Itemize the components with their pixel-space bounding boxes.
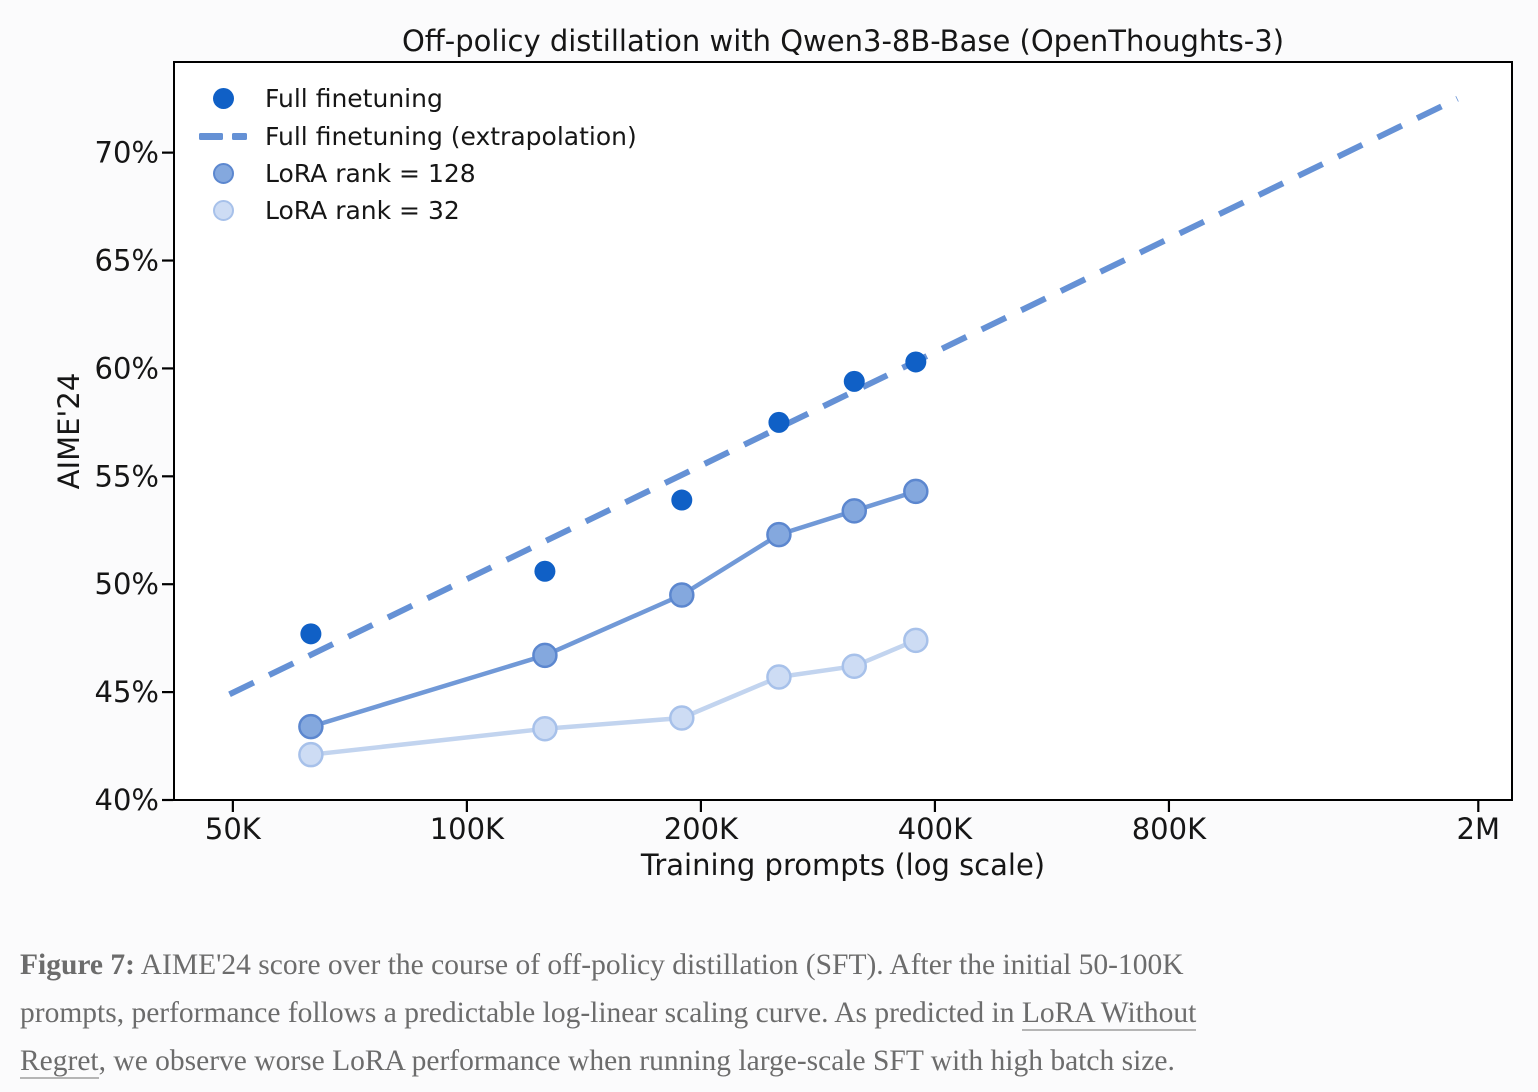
series-lora-32-marker <box>298 741 324 768</box>
x-tick-label: 800K <box>1132 812 1207 846</box>
series-lora-128-marker <box>903 478 929 505</box>
dashed-line-icon <box>199 132 247 140</box>
series-full-extrapolation-line <box>228 96 1459 697</box>
series-lora-32-marker <box>766 664 792 690</box>
figure-caption: Figure 7: AIME'24 score over the course … <box>20 941 1525 1085</box>
circle-marker-icon <box>212 162 234 184</box>
y-tick-label: 65% <box>95 244 159 278</box>
series-full-marker <box>534 560 556 582</box>
circle-marker-icon <box>212 88 234 110</box>
caption-figure-label: Figure 7: <box>20 949 135 981</box>
y-tick-label: 50% <box>95 567 159 601</box>
series-full-marker <box>905 351 927 373</box>
caption-line: Figure 7: AIME'24 score over the course … <box>20 941 1525 989</box>
x-tick-label: 2M <box>1457 812 1500 846</box>
caption-text: , we observe worse LoRA performance when… <box>98 1045 1175 1077</box>
chart-legend: Full finetuning Full finetuning (extrapol… <box>194 80 637 230</box>
circle-marker-icon <box>194 88 252 110</box>
series-full-marker <box>300 623 322 645</box>
series-lora-128-marker <box>841 498 868 524</box>
series-lora-128-marker <box>298 713 324 740</box>
circle-marker-icon <box>194 162 252 184</box>
legend-label: LoRA rank = 32 <box>265 196 460 226</box>
circle-marker-icon <box>194 200 252 222</box>
chart-canvas: 50K 100K 200K 400K 800K 2M 40% 45% 50% 55% 60% 65% 7… <box>95 61 1513 846</box>
legend-label: Full finetuning <box>265 84 443 114</box>
chart-title: Off-policy distillation with Qwen3-8B-Ba… <box>401 24 1285 58</box>
x-tick-label: 200K <box>664 812 739 846</box>
legend-item-full: Full finetuning <box>194 80 637 117</box>
x-tick-label: 100K <box>430 812 505 846</box>
series-lora-128-marker <box>766 521 792 548</box>
caption-text: AIME'24 score over the course of off-pol… <box>134 949 1184 981</box>
x-tick-label: 400K <box>898 812 973 846</box>
caption-text: prompts, performance follows a predictab… <box>20 997 1022 1029</box>
series-full-marker <box>671 489 693 511</box>
y-tick-label: 45% <box>95 675 159 709</box>
series-lora-128-marker <box>669 582 695 608</box>
y-axis-label: AIME'24 <box>52 372 86 490</box>
lora-without-regret-link[interactable]: Regret <box>20 1045 99 1079</box>
legend-label: LoRA rank = 128 <box>265 158 476 188</box>
series-lora-32-marker <box>532 716 558 742</box>
caption-line: Regret, we observe worse LoRA performanc… <box>20 1037 1525 1085</box>
series-lora-32-marker <box>903 627 929 654</box>
x-tick-label: 50K <box>205 812 262 846</box>
lora-without-regret-link[interactable]: LoRA Without <box>1021 997 1197 1031</box>
legend-item-full-extrapolation: Full finetuning (extrapolation) <box>194 117 637 154</box>
legend-item-lora-128: LoRA rank = 128 <box>194 155 637 192</box>
x-axis-label: Training prompts (log scale) <box>640 848 1046 882</box>
series-lora-32-marker <box>841 653 868 679</box>
y-tick-label: 70% <box>95 136 159 170</box>
series-lora-128-marker <box>532 642 558 669</box>
y-tick-label: 40% <box>95 783 159 817</box>
y-tick-label: 55% <box>95 459 159 493</box>
series-full-marker <box>768 411 790 433</box>
plot-frame <box>173 61 1513 801</box>
dashed-line-icon <box>194 132 252 140</box>
legend-label: Full finetuning (extrapolation) <box>265 121 637 151</box>
circle-marker-icon <box>212 200 234 222</box>
series-full-marker <box>843 370 865 392</box>
legend-item-lora-32: LoRA rank = 32 <box>194 192 637 229</box>
caption-line: prompts, performance follows a predictab… <box>20 989 1525 1037</box>
y-tick-label: 60% <box>95 351 159 385</box>
series-lora-32-marker <box>669 705 695 731</box>
